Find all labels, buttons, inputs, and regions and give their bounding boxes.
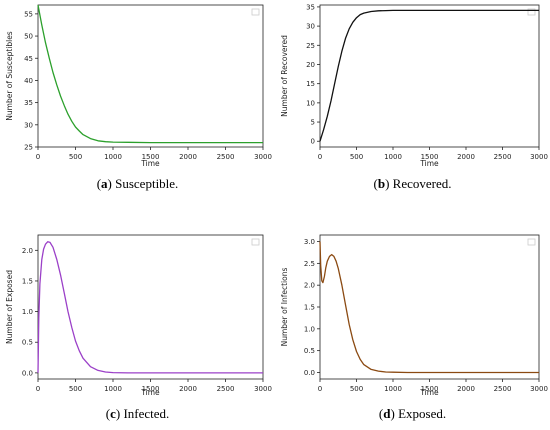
plot-frame bbox=[37, 234, 264, 380]
legend-box bbox=[527, 238, 536, 246]
caption-letter: a bbox=[101, 176, 108, 191]
y-tick-label: 0.5 bbox=[304, 347, 315, 355]
y-tick-label: 0 bbox=[311, 138, 315, 146]
caption-letter: b bbox=[377, 176, 386, 191]
x-tick-label: 500 bbox=[350, 153, 363, 161]
chart-caption: (b) Recovered. bbox=[373, 176, 452, 191]
x-tick-label: 500 bbox=[69, 153, 82, 161]
x-tick-label: 0 bbox=[36, 385, 40, 393]
chart-svg: 0 500 1000 1500 2000 2500 3000 0.0 0.5 1.0 1.5 2.0 T… bbox=[5, 234, 272, 397]
y-tick-label: 3.0 bbox=[304, 238, 315, 246]
series-line bbox=[37, 4, 263, 144]
x-tick-label: 1500 bbox=[142, 385, 160, 393]
chart-panel-exposed: 0 500 1000 1500 2000 2500 3000 0.0 0.5 1.0 1.5 2.0 2… bbox=[275, 215, 550, 430]
x-tick-label: 1000 bbox=[384, 385, 402, 393]
y-tick-label: 1.0 bbox=[22, 308, 33, 316]
x-tick-label: 2000 bbox=[457, 153, 475, 161]
caption-letter: c bbox=[110, 406, 116, 421]
chart-panel-infected: 0 500 1000 1500 2000 2500 3000 0.0 0.5 1.0 1.5 2.0 T… bbox=[0, 215, 275, 430]
chart-svg: 0 500 1000 1500 2000 2500 3000 0.0 0.5 1.0 1.5 2.0 2… bbox=[280, 234, 548, 397]
y-tick-label: 50 bbox=[24, 33, 33, 41]
x-tick-label: 0 bbox=[318, 385, 322, 393]
y-tick-label: 2.0 bbox=[304, 282, 315, 290]
x-tick-label: 2500 bbox=[217, 385, 235, 393]
y-tick-label: 30 bbox=[306, 23, 315, 31]
x-tick-label: 500 bbox=[69, 385, 82, 393]
x-tick-label: 3000 bbox=[254, 153, 272, 161]
caption-text: Susceptible. bbox=[111, 176, 179, 191]
chart-svg: 0 500 1000 1500 2000 2500 3000 0 5 10 15 20 25 30 35 Ti… bbox=[280, 3, 548, 168]
plot-frame bbox=[319, 4, 540, 148]
caption-letter: d bbox=[383, 406, 391, 421]
legend-box bbox=[251, 8, 260, 16]
y-axis-label: Number of Infections bbox=[280, 268, 289, 347]
x-tick-label: 3000 bbox=[254, 385, 272, 393]
x-tick-label: 2500 bbox=[494, 153, 512, 161]
caption-text: Exposed. bbox=[394, 406, 447, 421]
x-axis-label: Time bbox=[140, 159, 160, 168]
chart-panel-recovered: 0 500 1000 1500 2000 2500 3000 0 5 10 15 20 25 30 35 Ti… bbox=[275, 0, 550, 215]
x-tick-label: 2500 bbox=[494, 385, 512, 393]
y-tick-label: 1.0 bbox=[304, 325, 315, 333]
legend-box bbox=[527, 8, 536, 16]
x-tick-label: 3000 bbox=[530, 153, 548, 161]
x-axis-label: Time bbox=[419, 159, 439, 168]
y-tick-label: 45 bbox=[24, 55, 33, 63]
y-tick-label: 25 bbox=[306, 42, 315, 50]
chart-caption: (c) Infected. bbox=[105, 406, 170, 421]
y-axis-label: Number of Exposed bbox=[5, 270, 14, 344]
y-tick-label: 5 bbox=[311, 119, 315, 127]
y-axis-label: Number of Recovered bbox=[280, 35, 289, 117]
x-tick-label: 2000 bbox=[179, 153, 197, 161]
series-line bbox=[319, 241, 539, 374]
caption-text: Recovered. bbox=[389, 176, 452, 191]
y-tick-label: 55 bbox=[24, 10, 33, 18]
y-tick-label: 1.5 bbox=[304, 304, 315, 312]
x-tick-label: 1000 bbox=[104, 385, 122, 393]
x-tick-label: 500 bbox=[350, 385, 363, 393]
x-axis-label: Time bbox=[419, 388, 439, 397]
chart-svg: 0 500 1000 1500 2000 2500 3000 25 30 35 40 45 50 55 Ti… bbox=[5, 4, 272, 168]
chart-caption: (a) Susceptible. bbox=[96, 176, 179, 191]
x-tick-label: 0 bbox=[36, 153, 40, 161]
y-tick-label: 20 bbox=[306, 61, 315, 69]
y-tick-label: 25 bbox=[24, 144, 33, 152]
y-tick-label: 0.5 bbox=[22, 339, 33, 347]
y-tick-label: 10 bbox=[306, 99, 315, 107]
y-tick-label: 15 bbox=[306, 80, 315, 88]
plot-frame bbox=[37, 4, 264, 148]
chart-caption: (d) Exposed. bbox=[378, 406, 447, 421]
x-tick-label: 2500 bbox=[217, 153, 235, 161]
y-tick-label: 0.0 bbox=[304, 369, 315, 377]
y-tick-label: 2.5 bbox=[304, 260, 315, 268]
caption-text: Infected. bbox=[120, 406, 170, 421]
x-tick-label: 2000 bbox=[179, 385, 197, 393]
y-tick-label: 40 bbox=[24, 77, 33, 85]
x-tick-label: 1500 bbox=[421, 385, 439, 393]
series-line bbox=[319, 9, 539, 142]
legend-box bbox=[251, 238, 260, 246]
x-tick-label: 2000 bbox=[457, 385, 475, 393]
x-tick-label: 1000 bbox=[384, 153, 402, 161]
y-tick-label: 0.0 bbox=[22, 369, 33, 377]
y-axis-label: Number of Susceptibles bbox=[5, 31, 14, 121]
y-tick-label: 35 bbox=[24, 99, 33, 107]
y-tick-label: 30 bbox=[24, 121, 33, 129]
y-tick-label: 35 bbox=[306, 3, 315, 11]
plot-frame bbox=[319, 234, 540, 380]
x-tick-label: 1500 bbox=[421, 153, 439, 161]
x-tick-label: 1500 bbox=[142, 153, 160, 161]
y-tick-label: 2.0 bbox=[22, 247, 33, 255]
x-axis-label: Time bbox=[140, 388, 160, 397]
x-tick-label: 3000 bbox=[530, 385, 548, 393]
series-line bbox=[37, 241, 263, 374]
y-tick-label: 1.5 bbox=[22, 277, 33, 285]
x-tick-label: 1000 bbox=[104, 153, 122, 161]
x-tick-label: 0 bbox=[318, 153, 322, 161]
chart-panel-susceptible: 0 500 1000 1500 2000 2500 3000 25 30 35 40 45 50 55 Ti… bbox=[0, 0, 275, 215]
